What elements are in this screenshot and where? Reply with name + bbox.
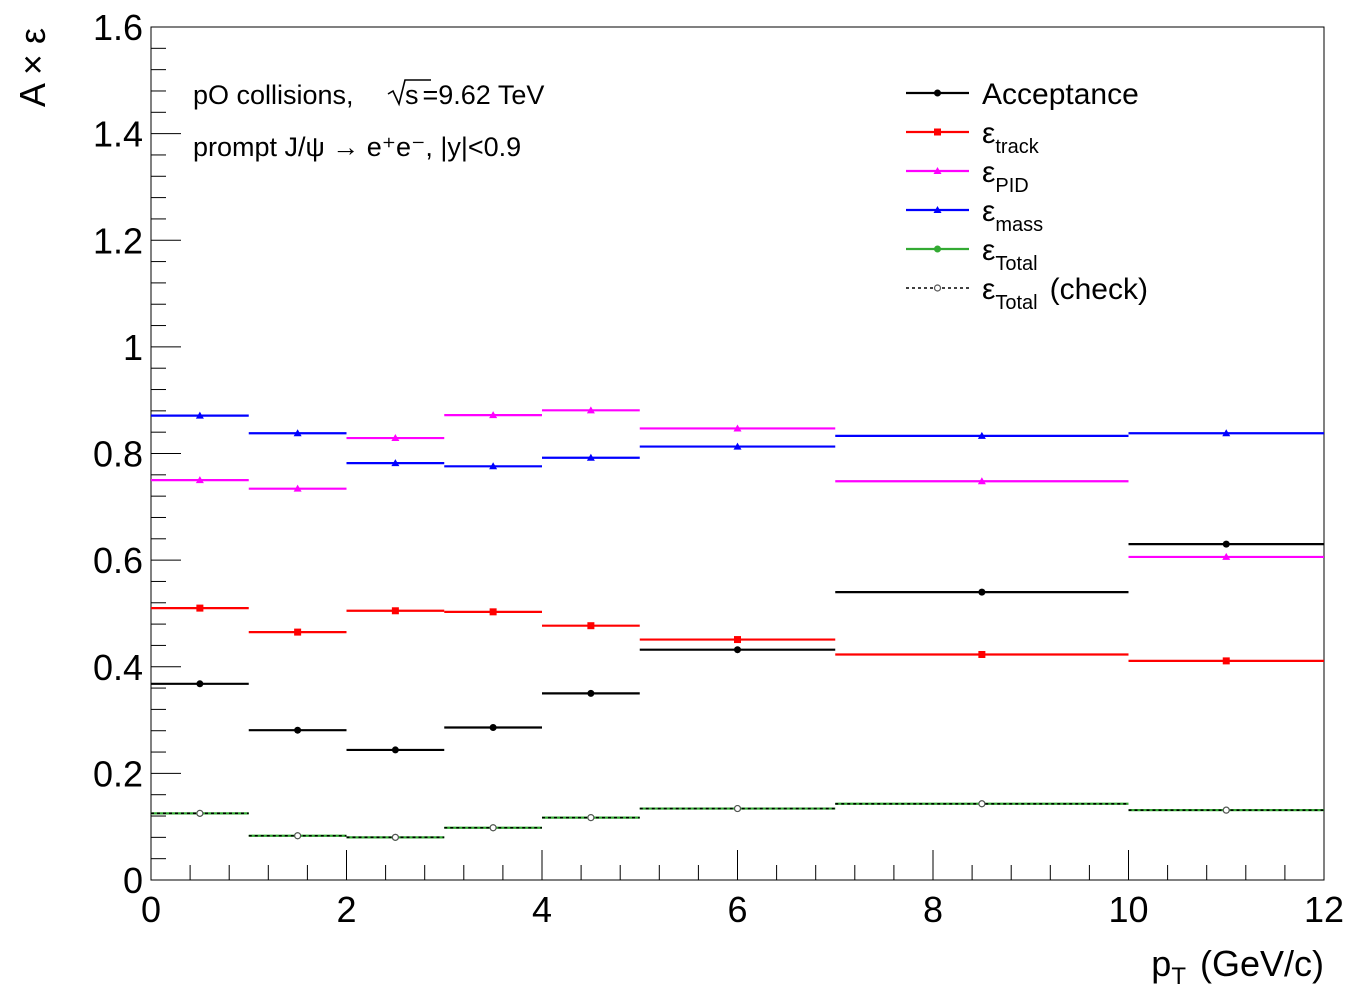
legend-label: εtrack — [982, 117, 1040, 158]
annotation-line1-prefix: pO collisions, — [193, 80, 354, 110]
data-point — [587, 689, 595, 697]
data-point — [293, 484, 302, 492]
data-point — [293, 429, 302, 437]
x-tick-label: 0 — [141, 889, 161, 930]
y-tick-label: 0.4 — [93, 647, 143, 688]
data-point — [586, 406, 595, 414]
data-point — [489, 608, 497, 616]
legend-entry: εtrack — [906, 117, 1040, 158]
series-track — [151, 604, 1324, 665]
data-point — [734, 636, 741, 644]
data-point — [196, 680, 204, 688]
legend-marker — [933, 284, 942, 292]
series-pid — [151, 406, 1324, 560]
data-point — [978, 588, 986, 596]
legend-label: εTotal (check) — [982, 273, 1148, 314]
data-point — [1222, 657, 1230, 665]
data-point — [489, 824, 497, 832]
legend-marker — [934, 245, 941, 253]
data-point — [978, 800, 986, 808]
svg-text:pO collisions,: pO collisions, — [193, 80, 354, 110]
series-mass — [151, 411, 1324, 470]
data-point — [195, 411, 204, 419]
y-tick-label: 1 — [123, 327, 143, 368]
legend-marker — [934, 89, 941, 97]
legend-entry: εTotal (check) — [906, 273, 1148, 314]
annotation-line1-sqrt: s — [405, 80, 419, 110]
legend-label: εPID — [982, 156, 1029, 197]
series-acceptance — [151, 540, 1324, 754]
data-point — [489, 411, 498, 419]
data-point — [489, 462, 498, 470]
legend-entry: εTotal — [906, 234, 1038, 275]
y-tick-label: 0 — [123, 860, 143, 901]
y-tick-label: 0.8 — [93, 434, 143, 475]
data-point — [294, 628, 302, 636]
data-point — [1222, 429, 1231, 437]
y-tick-label: 1.6 — [93, 7, 143, 48]
x-axis-title: pT (GeV/c) — [1151, 943, 1324, 988]
x-tick-label: 2 — [336, 889, 356, 930]
data-point — [587, 622, 595, 630]
data-point — [1222, 806, 1230, 814]
data-point — [978, 650, 986, 658]
y-tick-label: 0.2 — [93, 753, 143, 794]
data-point — [1222, 540, 1230, 548]
data-point — [733, 424, 742, 432]
data-point — [391, 434, 400, 442]
legend-marker — [933, 167, 942, 174]
series-total-check — [151, 800, 1324, 841]
annotation-collisions: pO collisions, s =9.62 TeV — [193, 79, 544, 110]
data-point — [733, 442, 742, 450]
data-point — [294, 726, 302, 734]
y-tick-label: 1.2 — [93, 220, 143, 261]
data-point — [195, 476, 204, 484]
data-point — [294, 832, 302, 840]
x-axis-title-symbol: p — [1151, 943, 1171, 984]
x-tick-label: 4 — [532, 889, 552, 930]
data-point — [586, 453, 595, 461]
svg-text:s=9.62 TeV: s =9.62 TeV — [405, 80, 544, 110]
data-point — [977, 431, 986, 439]
annotation-decay: prompt J/ψ → e⁺e⁻, |y|<0.9 — [193, 132, 521, 162]
legend-entry: εmass — [906, 195, 1043, 236]
annotation-line1-suffix: =9.62 TeV — [423, 80, 545, 110]
y-tick-label: 1.4 — [93, 114, 143, 155]
data-point — [734, 646, 741, 654]
legend-marker — [933, 206, 942, 213]
legend-entry: εPID — [906, 156, 1029, 197]
x-tick-label: 6 — [727, 889, 747, 930]
x-axis-title-unit: (GeV/c) — [1200, 943, 1324, 984]
data-point — [1222, 552, 1231, 560]
legend-label: Acceptance — [982, 78, 1139, 111]
y-axis-ticks: 0 0.2 0.4 0.6 0.8 1 1.2 1.4 1.6 — [93, 7, 181, 901]
legend-marker — [934, 128, 941, 136]
legend-label: εTotal — [982, 234, 1038, 275]
legend-label: εmass — [982, 195, 1043, 236]
x-axis-title-subscript: T — [1171, 963, 1186, 988]
x-tick-label: 8 — [923, 889, 943, 930]
y-axis-title: A × ε — [12, 28, 53, 107]
x-axis-ticks: 0 2 4 6 8 10 12 — [141, 850, 1344, 930]
sqrt-radical — [387, 79, 431, 107]
data-point — [391, 746, 399, 754]
x-tick-label: 10 — [1108, 889, 1148, 930]
data-point — [489, 724, 497, 732]
x-tick-label: 12 — [1304, 889, 1344, 930]
data-point — [733, 804, 742, 813]
data-point — [977, 477, 986, 485]
legend-entry: Acceptance — [906, 78, 1139, 111]
data-point — [391, 833, 399, 841]
data-point — [391, 607, 399, 615]
series-layer — [151, 406, 1324, 841]
data-point — [196, 809, 204, 817]
data-point — [587, 814, 595, 822]
y-tick-label: 0.6 — [93, 540, 143, 581]
data-point — [391, 459, 400, 467]
data-point — [196, 604, 204, 612]
